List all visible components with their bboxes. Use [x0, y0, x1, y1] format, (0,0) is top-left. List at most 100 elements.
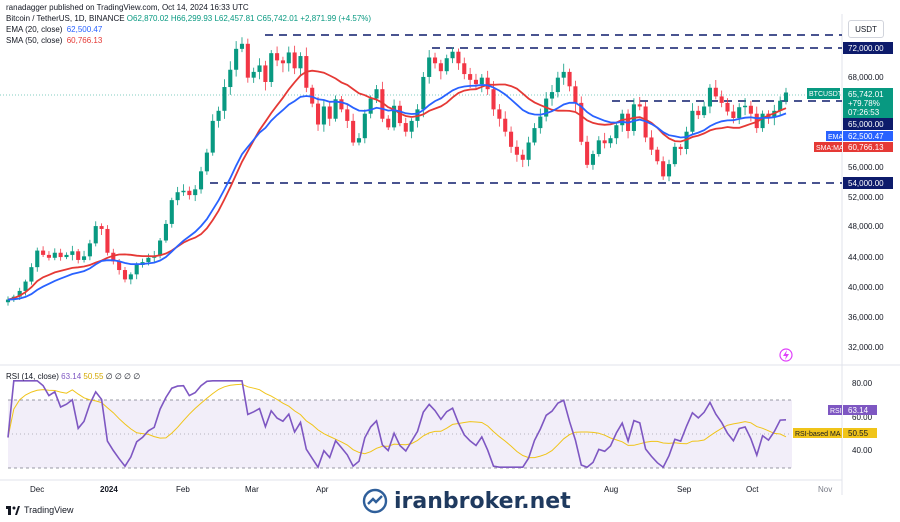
candle-body [117, 261, 122, 271]
candle-body [555, 77, 560, 93]
candle-body [210, 120, 215, 153]
rsi-ma-line[interactable] [7, 383, 787, 459]
sma-price: 60,766.13 [848, 143, 884, 152]
candle-body [614, 125, 619, 139]
candle-body [239, 43, 245, 49]
level-54000-label: 54,000.00 [848, 179, 884, 188]
lightning-icon[interactable] [779, 348, 793, 362]
candle-body [292, 52, 297, 69]
candle-body [269, 53, 274, 82]
candle-body [655, 149, 660, 162]
rsi-legend-label: RSI (14, close) [6, 372, 59, 381]
candle-body [163, 223, 168, 241]
candles-group [5, 37, 789, 306]
sma-legend[interactable]: SMA (50, close) 60,766.13 [6, 36, 104, 45]
candle-body [23, 281, 28, 291]
candle-body [134, 264, 139, 275]
candle-body [58, 252, 63, 258]
ema-legend-value: 62,500.47 [66, 25, 103, 34]
footer: TradingView [6, 505, 74, 515]
rsi-tag: RSI [830, 408, 842, 415]
lightning-icon-bolt [783, 350, 789, 360]
candle-body [760, 113, 765, 129]
candle-body [590, 154, 596, 165]
candle-body [397, 105, 402, 124]
candle-body [526, 142, 531, 160]
time-label: Mar [245, 485, 259, 494]
candle-body [169, 200, 174, 224]
rsi-legend[interactable]: RSI (14, close) 63.14 50.55 ∅ ∅ ∅ ∅ [6, 372, 140, 381]
low-value: L62,457.81 [214, 14, 255, 23]
ema-legend-label: EMA (20, close) [6, 25, 63, 34]
tradingview-brand[interactable]: TradingView [24, 505, 74, 515]
candle-body [263, 65, 268, 82]
candle-body [128, 274, 133, 280]
candle-body [608, 138, 613, 144]
candle-body [216, 110, 221, 121]
candle-body [649, 137, 654, 150]
sma-legend-value: 60,766.13 [66, 36, 103, 45]
candle-body [41, 250, 46, 255]
candle-body [561, 71, 566, 78]
ema-20-line[interactable] [7, 83, 787, 301]
ema-legend[interactable]: EMA (20, close) 62,500.47 [6, 25, 104, 34]
time-label: 2024 [100, 485, 118, 494]
watermark: iranbroker.net [362, 488, 571, 514]
candle-body [432, 57, 438, 64]
candle-body [315, 103, 321, 125]
candle-body [438, 63, 443, 72]
candle-body [234, 48, 239, 70]
candle-body [514, 146, 519, 155]
candle-body [204, 152, 209, 172]
candle-body [509, 131, 514, 147]
candle-body [520, 154, 525, 160]
currency-unit-button[interactable]: USDT [848, 20, 884, 38]
level-54000-badge [843, 177, 893, 189]
rsi-val: 63.14 [848, 406, 869, 415]
ema-tag-badge [826, 131, 842, 141]
symbol-name[interactable]: Bitcoin / TetherUS, 1D, BINANCE [6, 14, 125, 23]
candle-body [356, 138, 362, 143]
candle-body [485, 77, 490, 90]
candle-body [87, 243, 92, 257]
candle-body [339, 99, 344, 110]
rsi-tick: 80.00 [852, 379, 873, 388]
candle-body [286, 52, 291, 64]
candle-body [122, 270, 128, 280]
symbol-badge-text: BTCUSDT [809, 91, 843, 98]
rsi-tag-badge [828, 405, 842, 415]
sma-price-badge [843, 142, 893, 152]
watermark-logo-icon [362, 488, 388, 514]
candle-body [585, 141, 590, 165]
candle-body [46, 254, 51, 258]
candle-body [778, 100, 783, 111]
time-label: Dec [30, 485, 44, 494]
rsi-val-badge [843, 405, 877, 415]
candle-body [549, 92, 555, 99]
candle-body [175, 192, 180, 201]
sma-legend-label: SMA (50, close) [6, 36, 63, 45]
candle-body [5, 299, 11, 303]
symbol-badge [807, 88, 840, 99]
candle-body [427, 57, 432, 77]
rsi-line[interactable] [7, 380, 787, 469]
time-label: Feb [176, 485, 190, 494]
candle-body [158, 240, 163, 256]
candle-body [532, 128, 537, 143]
candle-body [93, 226, 98, 244]
time-label: Apr [316, 485, 329, 494]
candle-body [731, 111, 736, 119]
ema-price: 62,500.47 [848, 132, 884, 141]
candle-body [473, 79, 479, 85]
candle-body [251, 71, 256, 78]
candle-body [538, 116, 543, 129]
candle-body [403, 123, 408, 132]
rsi-legend-value: 63.14 [61, 372, 82, 381]
level-72000-badge [843, 42, 893, 54]
candle-body [245, 43, 250, 78]
candle-body [362, 113, 367, 139]
candle-body [637, 104, 642, 107]
price-tick: 56,000.00 [848, 163, 884, 172]
sma-50-line[interactable] [7, 69, 787, 301]
